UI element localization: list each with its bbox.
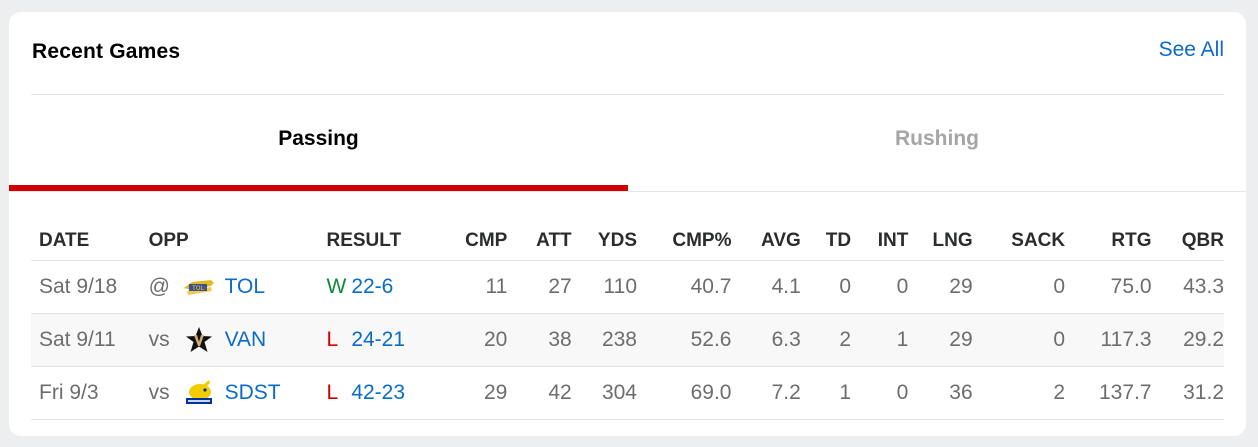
tab-passing[interactable]: Passing [9, 95, 628, 191]
stat-td: 0 [800, 260, 852, 314]
result-cell: L 24-21 [326, 313, 440, 367]
opponent-cell: vs SDST [148, 366, 327, 420]
opponent-link[interactable]: VAN [224, 328, 267, 351]
col-header-att: ATT [507, 222, 572, 261]
col-header-rtg: RTG [1065, 222, 1152, 261]
table-header-row: DATE OPP RESULT CMP ATT YDS CMP% AVG TD … [31, 222, 1224, 261]
col-header-int: INT [851, 222, 909, 261]
opponent-link[interactable]: SDST [224, 381, 281, 404]
stat-int: 0 [851, 366, 909, 420]
opponent-cell: vs VAN [148, 313, 327, 367]
stat-cmp: 11 [439, 260, 508, 314]
stat-sack: 2 [972, 366, 1066, 420]
col-header-td: TD [800, 222, 852, 261]
stat-lng: 29 [908, 313, 973, 367]
stat-tabs: Passing Rushing [9, 95, 1246, 192]
home-away-prefix: @ [148, 275, 170, 298]
score-link[interactable]: 22-6 [351, 275, 394, 298]
stat-yds: 304 [571, 366, 637, 420]
table-row: Fri 9/3 vs SDST [31, 366, 1224, 420]
col-header-sack: SACK [972, 222, 1066, 261]
stat-yds: 238 [571, 313, 637, 367]
stat-rtg: 117.3 [1065, 313, 1152, 367]
game-date: Sat 9/11 [31, 313, 149, 367]
stat-att: 38 [507, 313, 572, 367]
stat-qbr: 31.2 [1151, 366, 1224, 420]
stat-sack: 0 [972, 260, 1066, 314]
stat-lng: 29 [908, 260, 973, 314]
south-dakota-state-jackrabbits-logo-icon[interactable] [183, 380, 215, 406]
col-header-result: RESULT [326, 222, 440, 261]
col-header-yds: YDS [571, 222, 637, 261]
stat-qbr: 29.2 [1151, 313, 1224, 367]
opponent-link[interactable]: TOL [224, 275, 266, 298]
stat-cmp-pct: 40.7 [637, 260, 732, 314]
opponent-cell: @ TOL TOL [148, 260, 327, 314]
stat-int: 1 [851, 313, 909, 367]
stat-avg: 4.1 [731, 260, 801, 314]
result-cell: L 42-23 [326, 366, 440, 420]
home-away-prefix: vs [148, 381, 170, 404]
card-header: Recent Games See All [31, 12, 1224, 95]
svg-text:TOL: TOL [191, 285, 204, 292]
stat-sack: 0 [972, 313, 1066, 367]
game-date: Fri 9/3 [31, 366, 149, 420]
win-loss-indicator: W [326, 275, 347, 298]
win-loss-indicator: L [326, 381, 339, 404]
stat-rtg: 137.7 [1065, 366, 1152, 420]
tab-passing-label: Passing [278, 126, 359, 150]
stat-avg: 6.3 [731, 313, 801, 367]
stat-cmp: 29 [439, 366, 508, 420]
stat-int: 0 [851, 260, 909, 314]
toledo-rockets-logo-icon[interactable]: TOL [183, 274, 215, 300]
col-header-cmp: CMP [439, 222, 508, 261]
active-tab-underline [9, 185, 628, 191]
stat-att: 42 [507, 366, 572, 420]
col-header-date: DATE [31, 222, 149, 261]
tab-rushing-label: Rushing [895, 126, 979, 150]
stat-qbr: 43.3 [1151, 260, 1224, 314]
col-header-opp: OPP [148, 222, 327, 261]
score-link[interactable]: 42-23 [351, 381, 406, 404]
result-cell: W 22-6 [326, 260, 440, 314]
tab-rushing[interactable]: Rushing [628, 95, 1246, 190]
col-header-cmp-pct: CMP% [637, 222, 732, 261]
stat-lng: 36 [908, 366, 973, 420]
vanderbilt-star-v-logo-icon[interactable] [183, 327, 215, 353]
stat-att: 27 [507, 260, 572, 314]
stat-cmp-pct: 69.0 [637, 366, 732, 420]
game-date: Sat 9/18 [31, 260, 149, 314]
stat-td: 2 [800, 313, 852, 367]
stat-yds: 110 [571, 260, 637, 314]
see-all-link[interactable]: See All [1158, 38, 1224, 61]
stat-td: 1 [800, 366, 852, 420]
win-loss-indicator: L [326, 328, 339, 351]
stat-cmp: 20 [439, 313, 508, 367]
col-header-lng: LNG [908, 222, 973, 261]
game-log-table: DATE OPP RESULT CMP ATT YDS CMP% AVG TD … [31, 222, 1224, 420]
recent-games-card: Recent Games See All Passing Rushing [9, 12, 1246, 436]
col-header-avg: AVG [731, 222, 801, 261]
stat-avg: 7.2 [731, 366, 801, 420]
card-title: Recent Games [32, 40, 181, 63]
stat-cmp-pct: 52.6 [637, 313, 732, 367]
col-header-qbr: QBR [1151, 222, 1224, 261]
stat-rtg: 75.0 [1065, 260, 1152, 314]
home-away-prefix: vs [148, 328, 170, 351]
table-row: Sat 9/18 @ TOL TOL [31, 260, 1224, 314]
score-link[interactable]: 24-21 [351, 328, 406, 351]
table-row: Sat 9/11 vs VAN L [31, 313, 1224, 367]
